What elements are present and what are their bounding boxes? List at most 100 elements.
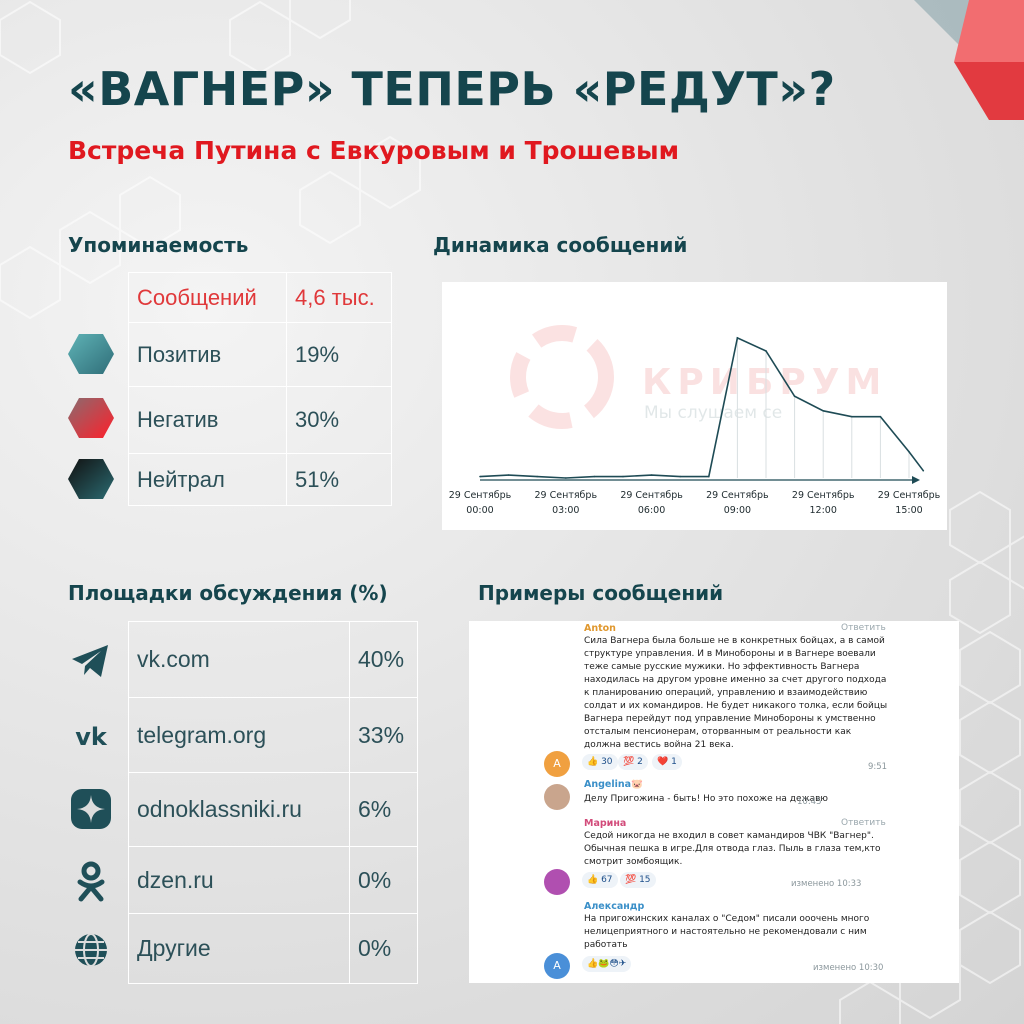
- hexagon-red-icon: [68, 398, 114, 438]
- watermark: КРИБРУМ Мы слушаем се: [510, 325, 887, 429]
- message-dynamics-chart: КРИБРУМ Мы слушаем се 29 Сентябрь 00:00 29…: [442, 282, 947, 530]
- telegram-icon: [72, 645, 108, 677]
- page-subtitle: Встреча Путина с Евкуровым и Трошевым: [68, 136, 680, 165]
- platform-value: 6%: [349, 772, 418, 847]
- x-tick-label-date: 29 Сентябрь: [878, 490, 941, 501]
- corner-decoration: [914, 0, 1024, 120]
- data-point: [593, 475, 596, 478]
- watermark-brand: КРИБРУМ: [642, 362, 887, 403]
- reaction-badge[interactable]: 💯 15: [620, 872, 656, 888]
- section-title-examples: Примеры сообщений: [478, 581, 724, 605]
- x-axis-arrow-icon: [912, 476, 920, 484]
- x-tick-label-date: 29 Сентябрь: [792, 490, 855, 501]
- reaction-badge[interactable]: 👍🐸😳✈: [582, 956, 632, 972]
- x-tick-label-time: 00:00: [466, 505, 493, 516]
- platform-value: 33%: [349, 697, 418, 773]
- message-item: Александр На пригожинских каналах о "Сед…: [469, 901, 959, 981]
- reply-button[interactable]: Ответить: [841, 623, 886, 633]
- reaction-badge[interactable]: 💯 2: [618, 754, 648, 770]
- data-point: [507, 474, 510, 476]
- avatar: A: [544, 751, 570, 777]
- data-point: [765, 350, 767, 352]
- neutral-value: 51%: [286, 453, 392, 506]
- messages-value: 4,6 тыс.: [286, 272, 392, 323]
- section-title-mentions: Упоминаемость: [68, 233, 249, 257]
- data-point: [908, 450, 910, 453]
- vk-icon: vk: [75, 723, 108, 751]
- mentions-table: Сообщений 4,6 тыс. Позитив 19% Негатив 3…: [128, 272, 392, 506]
- data-point: [851, 415, 853, 418]
- x-tick-label-date: 29 Сентябрь: [535, 490, 598, 501]
- message-time: изменено 10:33: [791, 879, 862, 889]
- platform-row: dzen.ru 0%: [128, 846, 418, 914]
- platform-name: vk.com: [128, 621, 350, 698]
- dzen-icon: [71, 789, 111, 829]
- data-point: [479, 475, 481, 478]
- chart-svg: КРИБРУМ Мы слушаем се 29 Сентябрь 00:00 29…: [449, 325, 941, 516]
- mentions-header-row: Сообщений 4,6 тыс.: [128, 272, 392, 323]
- negative-label: Негатив: [128, 386, 287, 454]
- data-point: [650, 474, 653, 476]
- hexagon-teal-icon: [68, 334, 114, 374]
- message-author: Марина: [584, 818, 627, 829]
- hexagon-dark-icon: [68, 459, 114, 499]
- x-tick-label-date: 29 Сентябрь: [706, 490, 769, 501]
- message-author: Александр: [584, 901, 645, 912]
- platform-row: Другие 0%: [128, 913, 418, 984]
- message-time: 9:51: [868, 762, 888, 772]
- platform-name: telegram.org: [128, 697, 350, 773]
- platforms-table: vk.com 40% telegram.org 33% odnoklassnik…: [128, 621, 418, 984]
- data-point: [793, 395, 796, 398]
- data-point: [708, 475, 710, 478]
- platform-row: odnoklassniki.ru 6%: [128, 772, 418, 847]
- section-title-platforms: Площадки обсуждения (%): [68, 581, 388, 605]
- x-tick-label-date: 29 Сентябрь: [449, 490, 512, 501]
- message-author: Angelina🐷: [584, 779, 643, 790]
- positive-value: 19%: [286, 322, 392, 387]
- message-text: Делу Пригожина - быть! Но это похоже на …: [584, 794, 829, 804]
- data-point: [622, 475, 624, 478]
- platform-value: 0%: [349, 846, 418, 914]
- message-item: Angelina🐷 Делу Пригожина - быть! Но это …: [469, 779, 959, 814]
- data-point: [879, 415, 882, 418]
- platform-row: telegram.org 33%: [128, 697, 418, 773]
- mentions-row-neutral: Нейтрал 51%: [128, 453, 392, 506]
- reaction-badge[interactable]: ❤️ 1: [652, 754, 682, 770]
- message-time: изменено 10:30: [813, 963, 884, 973]
- avatar: [544, 869, 570, 895]
- x-tick-label-time: 09:00: [724, 505, 751, 516]
- section-title-dynamics: Динамика сообщений: [433, 233, 688, 257]
- watermark-logo-icon: [510, 325, 614, 429]
- platform-name: Другие: [128, 913, 350, 984]
- data-point: [679, 475, 681, 478]
- message-text: Сила Вагнера была больше не в конкретных…: [584, 636, 888, 750]
- x-tick-label-time: 15:00: [895, 505, 922, 516]
- odnoklassniki-icon: [77, 861, 105, 902]
- svg-text:vk: vk: [75, 723, 108, 751]
- x-tick-label-time: 12:00: [810, 505, 837, 516]
- avatar: [544, 784, 570, 810]
- page-title: «ВАГНЕР» ТЕПЕРЬ «РЕДУТ»?: [68, 62, 836, 116]
- watermark-tagline: Мы слушаем се: [644, 403, 782, 423]
- messages-label: Сообщений: [128, 272, 287, 323]
- data-point: [922, 469, 925, 472]
- message-item: Марина Ответить Седой никогда не входил …: [469, 818, 959, 898]
- data-point: [565, 477, 567, 479]
- avatar: A: [544, 953, 570, 979]
- positive-label: Позитив: [128, 322, 287, 387]
- platform-name: dzen.ru: [128, 846, 350, 914]
- message-time: 10:45: [797, 797, 822, 807]
- platform-name: odnoklassniki.ru: [128, 772, 350, 847]
- x-tick-label-date: 29 Сентябрь: [620, 490, 683, 501]
- reaction-badge[interactable]: 👍 67: [582, 872, 618, 888]
- data-point: [822, 410, 824, 412]
- platform-row: vk.com 40%: [128, 621, 418, 698]
- data-point: [536, 475, 538, 478]
- data-point: [736, 337, 739, 339]
- reply-button[interactable]: Ответить: [841, 818, 886, 828]
- platform-value: 0%: [349, 913, 418, 984]
- x-tick-label-time: 06:00: [638, 505, 665, 516]
- reaction-badge[interactable]: 👍 30: [582, 754, 618, 770]
- message-text: На пригожинских каналах о "Седом" писали…: [584, 914, 870, 950]
- mentions-row-positive: Позитив 19%: [128, 322, 392, 387]
